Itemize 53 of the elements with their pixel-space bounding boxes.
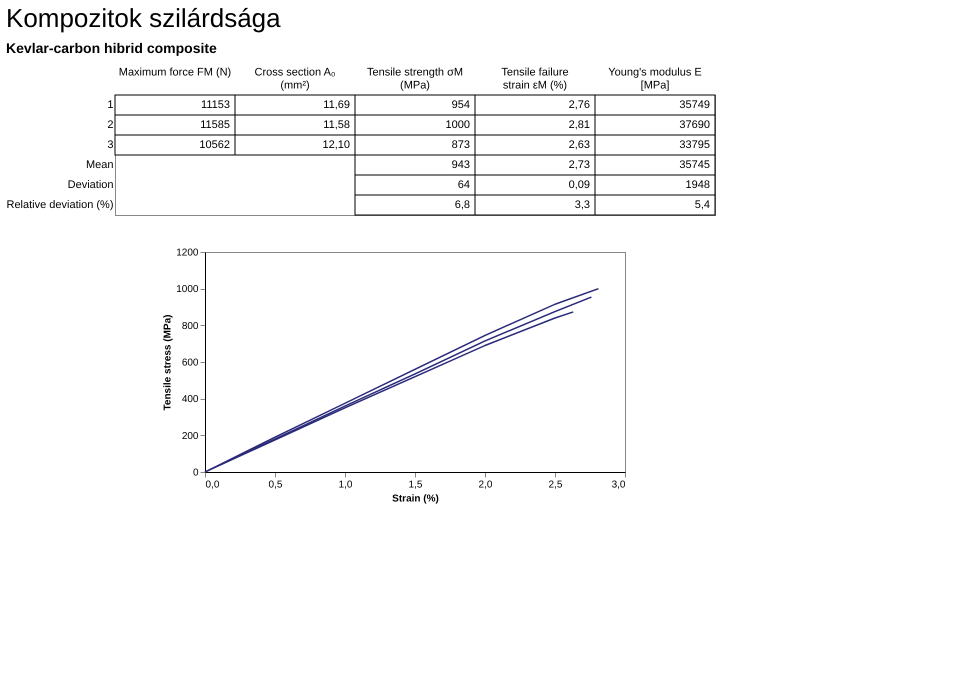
- x-tick-label: Tensile failure strain εM (%): [501, 66, 569, 92]
- x-tick-label: 2,5: [548, 480, 563, 490]
- data-label: 2,63: [568, 139, 590, 151]
- data-label: 37690: [679, 119, 710, 131]
- y-tick-label: Deviation: [68, 179, 114, 191]
- y-tick-label: 1200: [176, 248, 199, 258]
- data-label: 1000: [446, 119, 470, 131]
- y-tick-label: Mean: [86, 159, 114, 171]
- x-tick-label: 0,0: [206, 480, 220, 490]
- y-tick-label: Relative deviation (%): [6, 199, 114, 211]
- x-tick-label: 0,5: [268, 480, 283, 490]
- data-label: 5,4: [694, 199, 710, 211]
- y-tick-label: 200: [182, 430, 199, 442]
- y-tick-label: 2: [107, 119, 114, 131]
- data-label: 33795: [679, 139, 710, 151]
- x-tick-label: Maximum force FM (N): [118, 66, 232, 78]
- data-label: 6,8: [454, 199, 470, 211]
- data-label: 954: [452, 99, 470, 111]
- x-tick-label: 2,0: [478, 480, 493, 490]
- x-axis-title: Strain (%): [392, 494, 439, 504]
- data-label: 2,76: [568, 99, 590, 111]
- data-label: 35749: [679, 99, 710, 111]
- data-label: 0,09: [568, 179, 590, 191]
- data-label: 11,69: [323, 99, 350, 111]
- y-tick-label: 3: [107, 139, 114, 151]
- y-tick-label: 0: [192, 468, 199, 478]
- x-tick-label: 1,5: [408, 480, 423, 490]
- chart-subtitle: Kevlar-carbon hibrid composite: [6, 40, 218, 56]
- x-tick-label: Young's modulus E [MPa]: [608, 66, 702, 92]
- data-label: 2,81: [568, 119, 590, 131]
- chart-title: Kompozitok szilárdsága: [6, 3, 282, 33]
- data-label: 64: [458, 179, 470, 191]
- y-tick-label: 400: [182, 394, 199, 406]
- y-tick-label: 1000: [176, 284, 199, 296]
- data-label: 3,3: [574, 199, 590, 211]
- data-label: 943: [452, 159, 470, 171]
- data-label: 12,10: [322, 139, 350, 151]
- y-axis-title: Tensile stress (MPa): [162, 314, 174, 410]
- x-tick-label: Cross section A₀ (mm²): [254, 66, 336, 92]
- y-tick-label: 600: [182, 358, 199, 368]
- x-tick-label: 1,0: [338, 480, 353, 490]
- data-label: 11585: [200, 119, 230, 131]
- data-label: 11,58: [323, 119, 350, 131]
- data-label: 873: [452, 139, 470, 151]
- data-label: 1948: [686, 179, 710, 191]
- y-tick-label: 800: [182, 320, 199, 332]
- x-tick-label: 3,0: [612, 480, 626, 490]
- x-tick-label: Tensile strength σM (MPa): [366, 66, 464, 92]
- data-label: 11153: [201, 99, 230, 111]
- data-label: 2,73: [568, 159, 590, 171]
- data-label: 35745: [679, 159, 710, 171]
- y-tick-label: 1: [107, 99, 114, 111]
- data-label: 10562: [199, 139, 230, 151]
